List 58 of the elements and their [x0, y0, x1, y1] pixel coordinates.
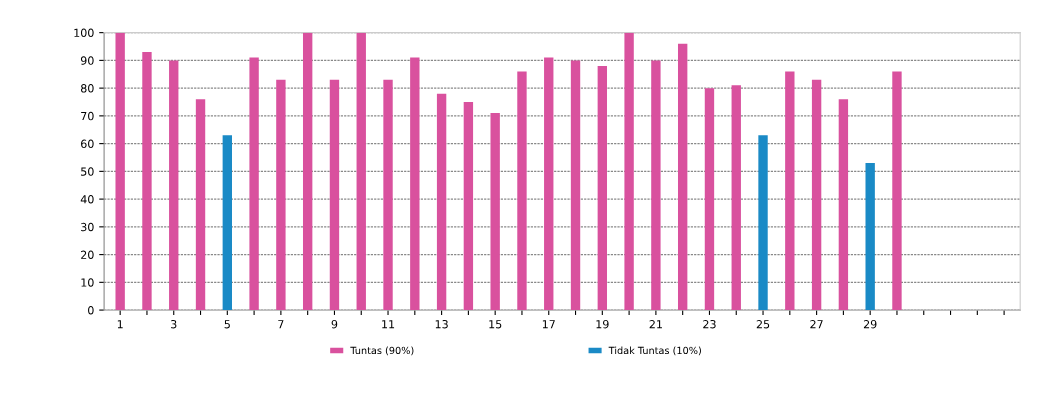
bar [517, 71, 527, 311]
bar [142, 52, 152, 311]
bar [811, 79, 822, 311]
y-tick-label: 0 [88, 306, 94, 315]
x-tick-label: 21 [649, 320, 662, 329]
y-tick-label: 40 [80, 195, 94, 204]
bar [436, 93, 447, 311]
y-tick-label: 10 [81, 278, 94, 287]
bar [302, 32, 313, 311]
bar [276, 79, 286, 311]
y-tick-label: 100 [74, 28, 94, 38]
x-tick-label: 9 [331, 320, 338, 329]
bar [222, 135, 232, 311]
y-tick-label: 20 [81, 250, 94, 259]
bar [597, 65, 608, 311]
bar [704, 88, 715, 311]
x-tick-label: 13 [435, 320, 448, 329]
bar [249, 57, 259, 311]
y-tick-label: 60 [81, 139, 94, 148]
y-tick-label: 50 [81, 167, 94, 176]
bar [865, 163, 875, 311]
x-tick-label: 25 [756, 320, 770, 329]
x-tick-label: 11 [382, 320, 395, 329]
bar [838, 99, 849, 311]
bar [570, 60, 581, 311]
x-tick-label: 15 [489, 320, 502, 329]
y-tick-label: 70 [81, 111, 94, 121]
x-tick-label: 19 [596, 320, 609, 329]
x-tick-label: 3 [171, 320, 177, 329]
x-tick-label: 7 [278, 320, 284, 329]
legend-label: Tidak Tuntas (10%) [608, 346, 701, 356]
bar [383, 79, 393, 311]
y-tick-label: 90 [80, 56, 94, 65]
legend-label: Tuntas (90%) [350, 346, 414, 356]
bar [115, 32, 125, 311]
x-tick-label: 5 [224, 320, 230, 329]
bar [356, 32, 366, 311]
x-tick-label: 17 [542, 320, 555, 329]
x-tick-label: 27 [810, 320, 823, 329]
bar [410, 57, 420, 311]
bar [490, 113, 500, 311]
bar [169, 60, 179, 311]
bar [329, 79, 340, 311]
y-tick-label: 30 [81, 222, 94, 232]
bar [892, 71, 902, 311]
bar [463, 102, 474, 311]
bar [195, 99, 206, 311]
bar [758, 135, 768, 311]
y-tick-label: 80 [80, 84, 94, 93]
bar [651, 60, 661, 311]
bar [544, 57, 554, 311]
bar [731, 85, 741, 311]
x-tick-label: 23 [703, 320, 716, 329]
x-tick-label: 29 [863, 320, 877, 329]
bar [785, 71, 795, 311]
x-tick-label: 1 [117, 320, 123, 329]
bar [624, 32, 634, 311]
bar [677, 43, 688, 311]
